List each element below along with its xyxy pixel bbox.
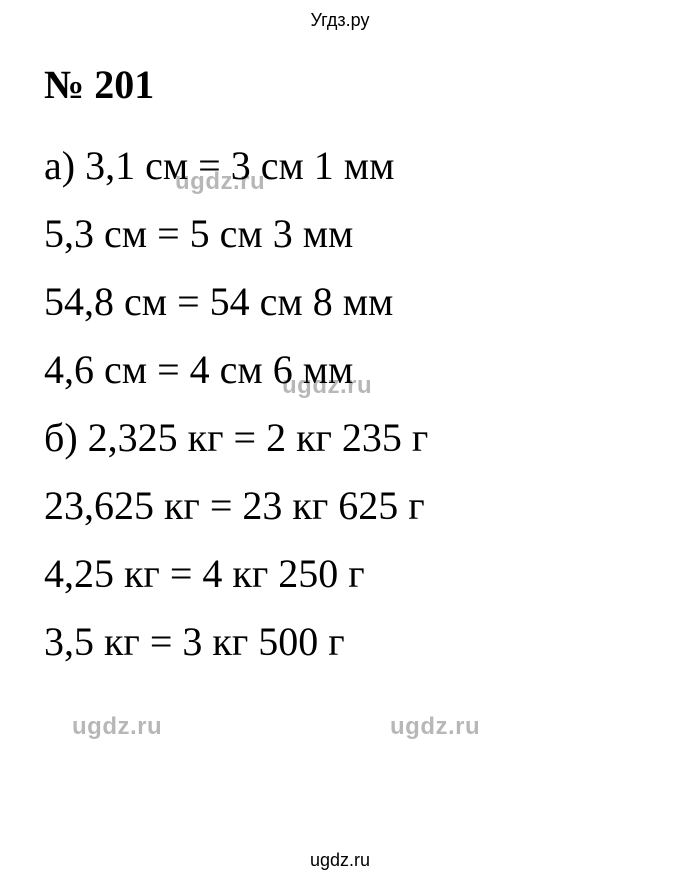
solution-line: 3,5 кг = 3 кг 500 г: [44, 622, 636, 662]
problem-number: № 201: [44, 61, 636, 108]
solution-line: б) 2,325 кг = 2 кг 235 г: [44, 418, 636, 458]
solution-line: 5,3 см = 5 см 3 мм: [44, 214, 636, 254]
watermark: ugdz.ru: [72, 713, 162, 741]
solution-line: 4,6 см = 4 см 6 мм: [44, 350, 636, 390]
solution-line: 54,8 см = 54 см 8 мм: [44, 282, 636, 322]
solution-line: 23,625 кг = 23 кг 625 г: [44, 486, 636, 526]
footer-site: ugdz.ru: [0, 850, 680, 871]
watermark: ugdz.ru: [390, 713, 480, 741]
site-header: Угдз.ру: [0, 0, 680, 31]
solution-line: а) 3,1 см = 3 см 1 мм: [44, 146, 636, 186]
solution-line: 4,25 кг = 4 кг 250 г: [44, 554, 636, 594]
content-area: № 201 а) 3,1 см = 3 см 1 мм 5,3 см = 5 с…: [0, 31, 680, 662]
